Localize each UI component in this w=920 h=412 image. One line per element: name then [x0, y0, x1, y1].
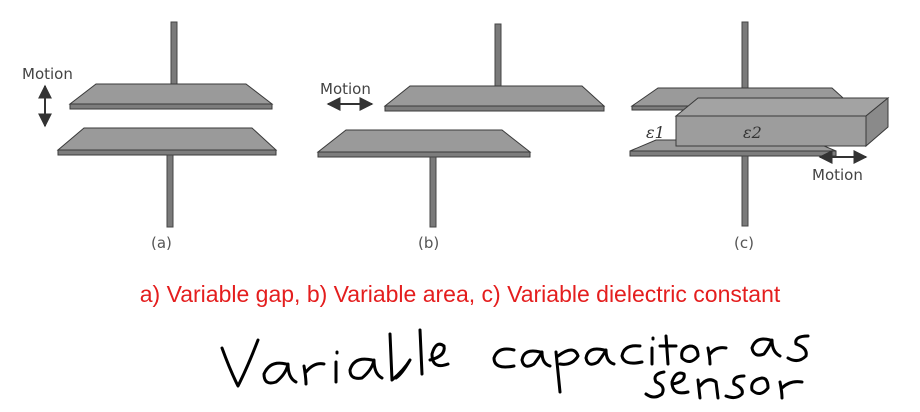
figure-caption: a) Variable gap, b) Variable area, c) Va…	[139, 281, 781, 307]
panel-c-label: (c)	[734, 234, 754, 252]
panel-b-top-rod	[494, 23, 502, 97]
panel-c-epsilon-2: ε2	[743, 123, 762, 142]
panel-a-top-plate	[68, 83, 274, 105]
panel-b-top-plate	[383, 85, 606, 107]
panel-c-dielectric-slab-front	[675, 115, 867, 147]
panel-b: Motion (b)	[316, 23, 606, 252]
panel-c-dielectric-slab-top	[674, 97, 890, 117]
panel-a: Motion (a)	[22, 21, 278, 252]
handwritten-note	[220, 328, 810, 400]
panel-b-label: (b)	[418, 234, 439, 252]
panel-c: ε1 ε2 Motion (c)	[629, 21, 890, 252]
panel-b-motion-label: Motion	[320, 80, 371, 98]
panel-c-top-rod	[741, 21, 749, 99]
panel-a-motion-label: Motion	[22, 65, 73, 83]
panel-a-bottom-rod	[166, 154, 174, 228]
panel-c-motion-label: Motion	[812, 166, 863, 184]
panel-c-epsilon-1: ε1	[646, 123, 665, 142]
panel-c-bottom-rod	[741, 155, 749, 227]
panel-a-bottom-plate	[56, 127, 278, 151]
panel-b-bottom-plate	[316, 129, 532, 153]
panel-b-bottom-rod	[429, 156, 437, 228]
panel-a-label: (a)	[151, 234, 172, 252]
